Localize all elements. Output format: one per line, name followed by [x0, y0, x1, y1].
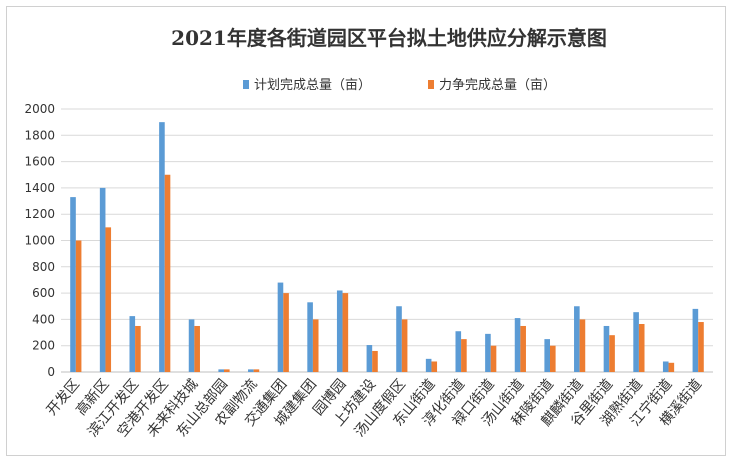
bar-striving: [372, 350, 378, 372]
y-tick-label: 600: [32, 286, 55, 300]
y-tick-label: 1000: [24, 234, 55, 248]
bar-striving: [579, 319, 586, 372]
y-tick-label: 800: [32, 260, 55, 274]
bar-planned: [218, 369, 224, 372]
bar-planned: [662, 361, 669, 372]
y-tick-label: 0: [47, 365, 55, 379]
bar-striving: [520, 325, 526, 372]
bar-striving: [253, 369, 260, 372]
bar-striving: [668, 362, 675, 372]
bar-planned: [336, 290, 343, 372]
bar-planned: [396, 306, 402, 372]
gridlines: [61, 108, 713, 373]
bar-planned: [159, 122, 165, 373]
chart-frame: 2021年度各街道园区平台拟土地供应分解示意图 计划完成总量（亩） 力争完成总量…: [6, 6, 726, 456]
bar-striving: [312, 319, 319, 372]
bar-striving: [105, 227, 112, 372]
bars: [70, 122, 704, 373]
y-axis-ticks: 0 200 400 600 800 1000 1200 1400 1600 1800 2000: [24, 102, 55, 379]
bar-planned: [544, 339, 550, 372]
x-axis-ticks: 开发区高新区滨江开发区空港开发区未来科技城东山总部园农副物流交通集团城建集团园博…: [44, 376, 706, 441]
bar-planned: [574, 306, 580, 372]
y-tick-label: 200: [32, 339, 55, 353]
legend: 计划完成总量（亩） 力争完成总量（亩）: [243, 77, 556, 93]
bar-striving: [431, 361, 438, 372]
y-tick-label: 400: [32, 312, 55, 326]
y-tick-label: 1800: [24, 128, 55, 142]
bar-planned: [692, 308, 699, 372]
bar-striving: [609, 335, 615, 372]
y-tick-label: 1600: [24, 155, 55, 169]
bar-striving: [224, 369, 230, 372]
bar-striving: [698, 322, 704, 372]
bar-striving: [283, 293, 289, 372]
bar-planned: [129, 316, 136, 372]
legend-swatch-planned: [243, 80, 249, 89]
bar-striving: [75, 240, 82, 372]
bar-planned: [277, 282, 284, 372]
bar-striving: [401, 319, 408, 372]
bar-planned: [514, 318, 521, 372]
bar-planned: [70, 197, 76, 372]
bar-planned: [248, 369, 254, 372]
chart-title: 2021年度各街道园区平台拟土地供应分解示意图: [171, 26, 607, 50]
legend-label-planned: 计划完成总量（亩）: [254, 77, 371, 93]
bar-planned: [366, 345, 373, 372]
bar-planned: [425, 358, 432, 372]
bar-planned: [188, 319, 195, 372]
bar-planned: [307, 302, 313, 372]
y-tick-label: 1400: [24, 181, 55, 195]
y-tick-label: 1200: [24, 207, 55, 221]
bar-planned: [455, 331, 462, 372]
bar-striving: [164, 174, 171, 372]
bar-planned: [603, 325, 610, 372]
bar-planned: [633, 312, 639, 372]
bar-striving: [342, 293, 349, 372]
bar-striving: [550, 345, 556, 372]
bar-striving: [194, 325, 200, 372]
bar-striving: [461, 339, 467, 372]
legend-swatch-striving: [428, 80, 434, 89]
bar-planned: [99, 187, 106, 372]
bar-planned: [485, 333, 491, 372]
bar-striving: [490, 345, 497, 372]
chart-svg: 2021年度各街道园区平台拟土地供应分解示意图 计划完成总量（亩） 力争完成总量…: [24, 26, 713, 441]
legend-label-striving: 力争完成总量（亩）: [439, 77, 556, 93]
bar-striving: [638, 324, 645, 372]
y-tick-label: 2000: [24, 102, 55, 116]
bar-striving: [135, 325, 141, 372]
